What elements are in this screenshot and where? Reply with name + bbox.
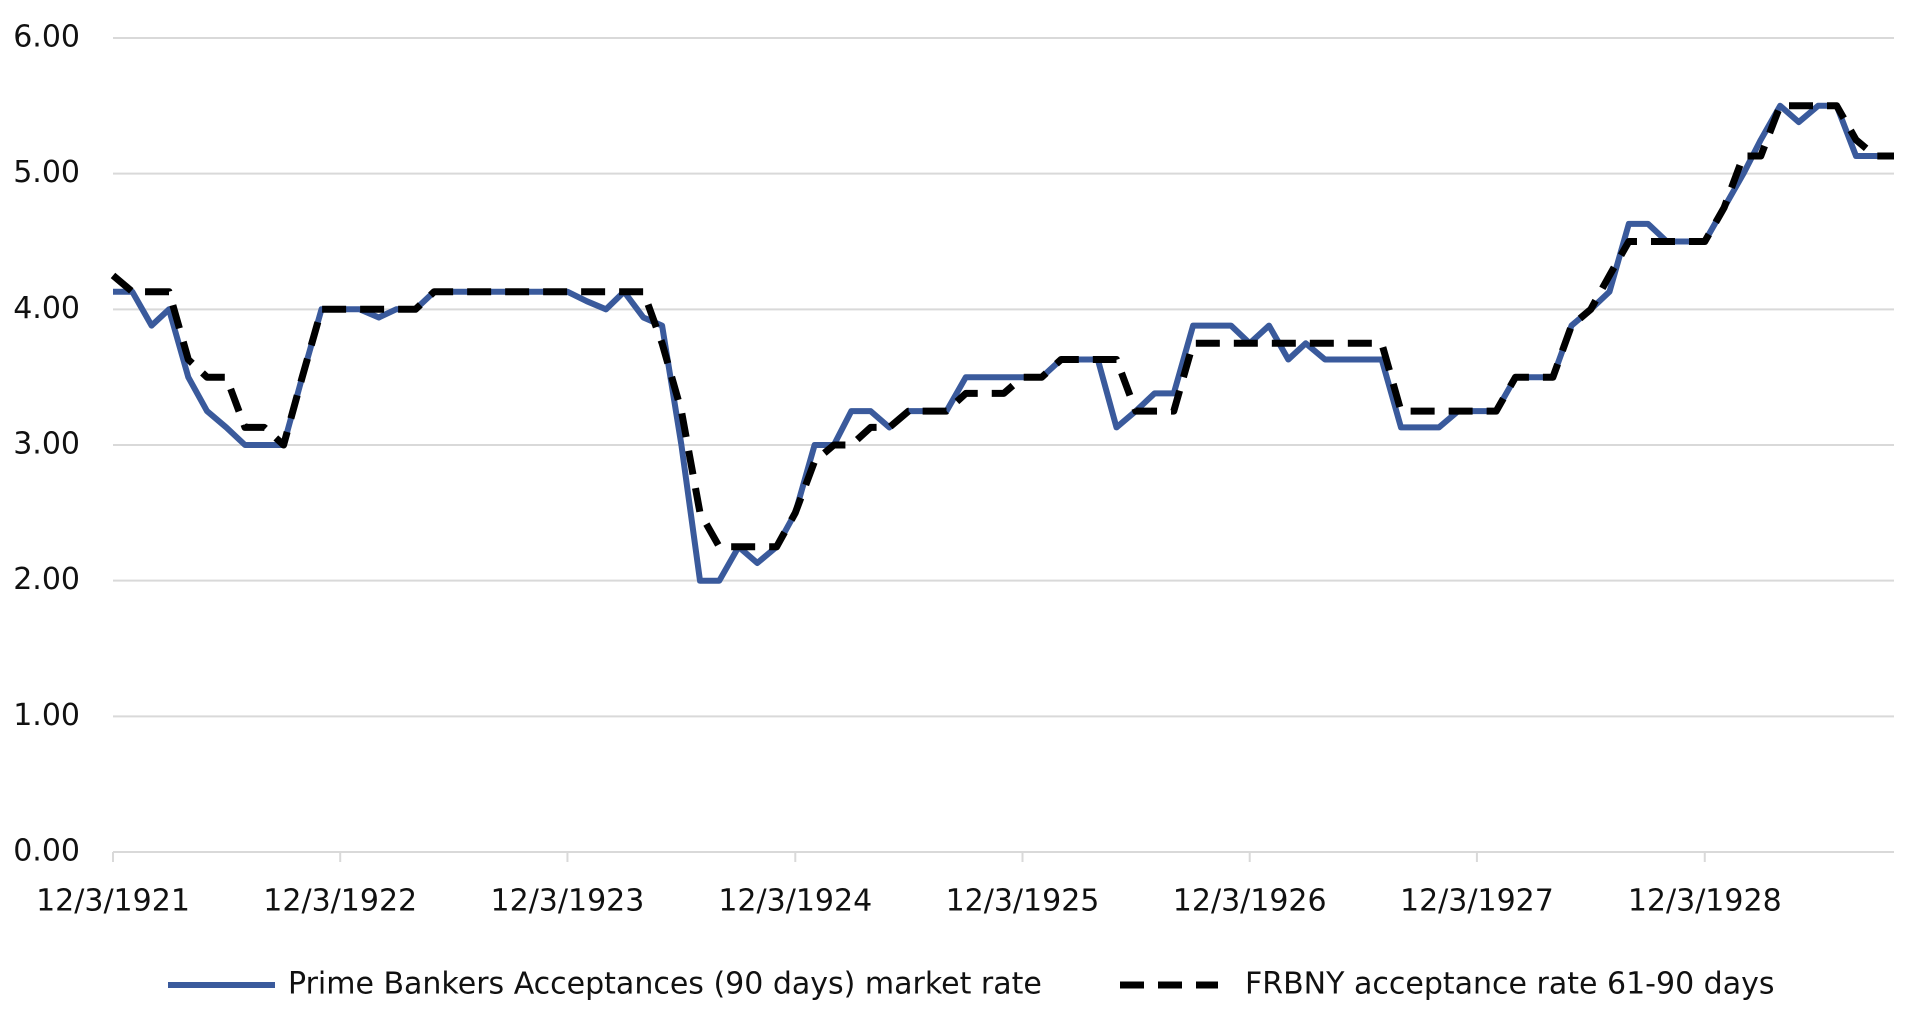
x-tick-label: 12/3/1928 (1628, 884, 1782, 919)
y-tick-label: 6.00 (13, 20, 80, 55)
y-tick-label: 5.00 (13, 155, 80, 190)
legend-label: FRBNY acceptance rate 61-90 days (1245, 967, 1775, 1002)
y-tick-label: 1.00 (13, 698, 80, 733)
x-tick-label: 12/3/1921 (36, 884, 190, 919)
legend-label: Prime Bankers Acceptances (90 days) mark… (288, 967, 1042, 1002)
x-tick-label: 12/3/1926 (1173, 884, 1327, 919)
x-tick-label: 12/3/1927 (1400, 884, 1554, 919)
y-tick-label: 2.00 (13, 562, 80, 597)
y-tick-label: 4.00 (13, 291, 80, 326)
y-tick-label: 3.00 (13, 427, 80, 462)
x-tick-label: 12/3/1924 (718, 884, 872, 919)
series-line (113, 102, 1894, 584)
series-line (110, 102, 1894, 551)
x-tick-label: 12/3/1925 (946, 884, 1100, 919)
x-tick-label: 12/3/1923 (491, 884, 645, 919)
x-tick-label: 12/3/1922 (263, 884, 417, 919)
y-tick-label: 0.00 (13, 834, 80, 869)
